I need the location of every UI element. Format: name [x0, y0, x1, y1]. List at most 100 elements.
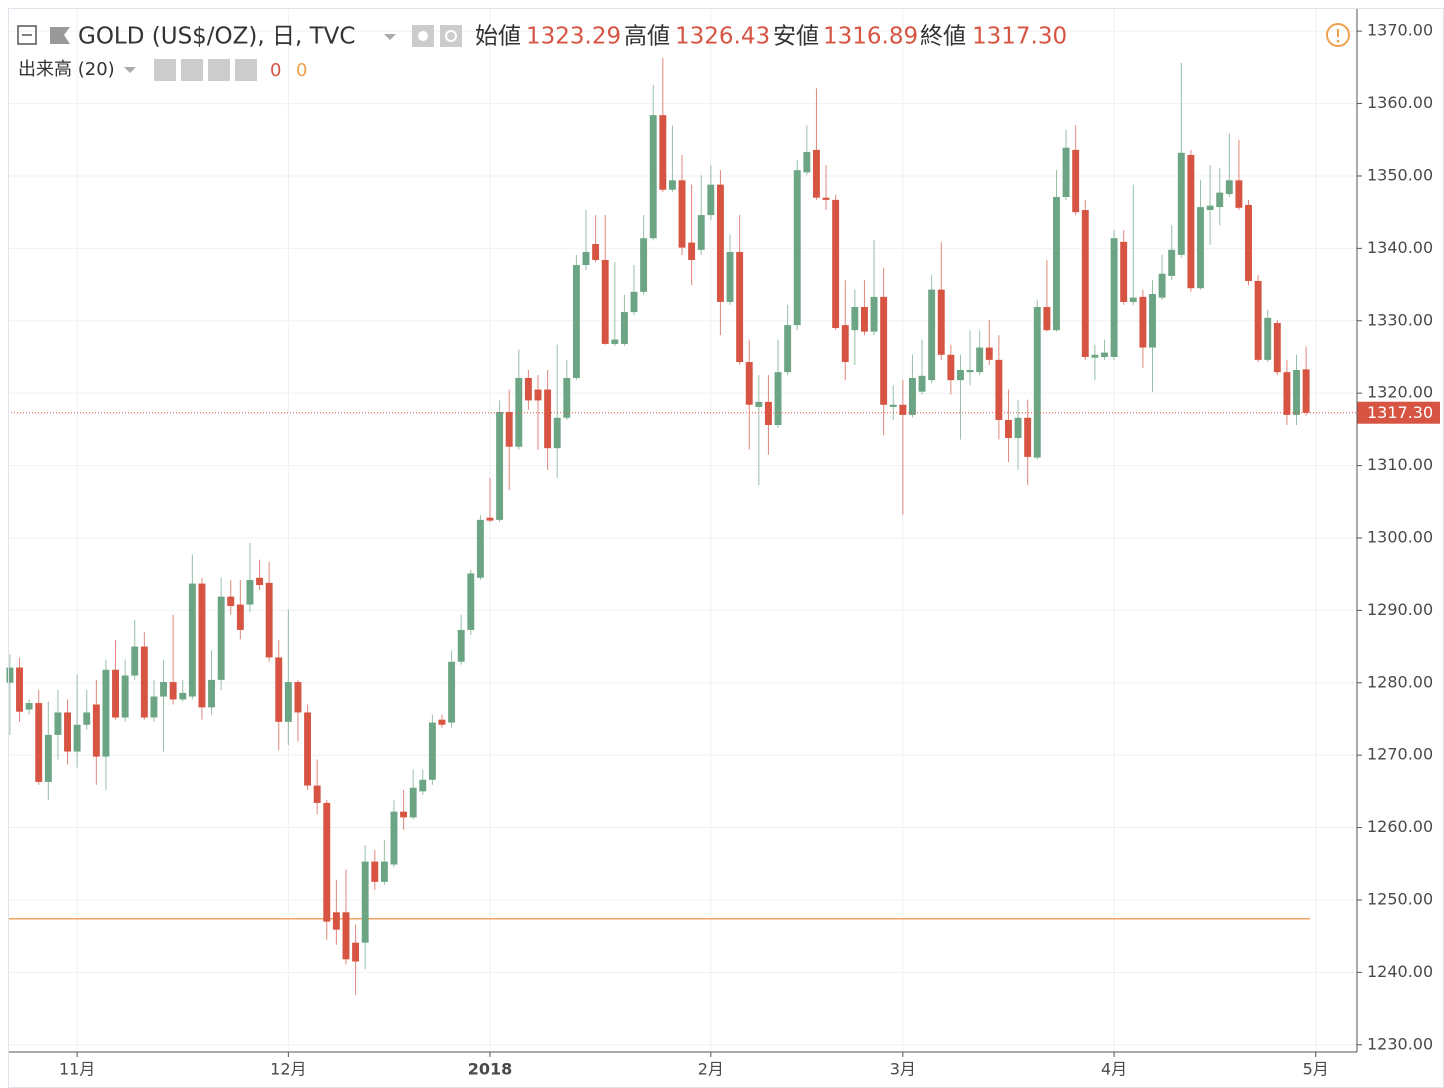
candle-body: [1177, 152, 1185, 255]
candle-body: [179, 692, 187, 700]
candle-body: [160, 682, 167, 697]
warning-icon-dot: [1336, 39, 1340, 43]
candle-body: [572, 265, 580, 378]
candle-body: [352, 942, 360, 962]
y-tick-label: 1290.00: [1367, 600, 1433, 619]
collapse-button[interactable]: [17, 25, 37, 45]
candle-body: [812, 149, 820, 198]
candle-body: [419, 779, 427, 792]
candle-body: [582, 251, 590, 266]
volume-value: 0: [270, 60, 281, 81]
settings-icon[interactable]: [181, 59, 203, 81]
eye-icon-dot: [418, 31, 428, 41]
candle-body: [54, 712, 62, 735]
candle-body: [745, 362, 753, 405]
candle-body: [246, 579, 254, 605]
candle-body: [448, 661, 456, 723]
candle-body: [1062, 147, 1070, 197]
candle-body: [1283, 372, 1291, 415]
candle-body: [438, 719, 446, 725]
x-tick-label: 3月: [890, 1060, 916, 1079]
candle-body: [227, 596, 235, 607]
candle-body: [553, 417, 561, 449]
candle-body: [860, 307, 868, 332]
candle-body: [83, 712, 91, 725]
candle-body: [1264, 317, 1272, 360]
candle-body: [908, 377, 916, 415]
candle-body: [361, 861, 369, 943]
candle-body: [736, 251, 744, 363]
candle-body: [1168, 249, 1176, 276]
settings-icon-ring: [445, 30, 457, 42]
candle-body: [976, 347, 984, 373]
candle-body: [957, 369, 964, 381]
candle-body: [275, 657, 283, 722]
candle-body: [188, 583, 196, 697]
candle-body: [342, 912, 350, 960]
candle-body: [313, 785, 321, 803]
y-tick-label: 1370.00: [1367, 21, 1433, 40]
candle-body: [764, 401, 772, 426]
candle-body: [544, 389, 552, 449]
y-tick-label: 1340.00: [1367, 238, 1433, 257]
candles: [6, 57, 1357, 995]
candle-body: [1043, 307, 1051, 331]
ohlc-value: 1323.29: [526, 24, 621, 50]
candle-body: [92, 704, 100, 757]
grid: [8, 8, 1357, 1052]
candle-body: [592, 244, 600, 260]
last-price-tag: [1357, 401, 1440, 424]
candle-body: [611, 339, 619, 344]
candle-body: [899, 404, 907, 415]
candle-body: [649, 115, 657, 239]
candle-body: [880, 296, 888, 405]
candle-body: [947, 354, 955, 381]
settings-icon[interactable]: [440, 25, 462, 47]
candle-body: [534, 389, 542, 401]
candle-body: [793, 170, 801, 326]
candle-body: [64, 712, 71, 752]
candle-body: [1024, 417, 1032, 457]
y-tick-label: 1230.00: [1367, 1034, 1433, 1053]
candle-body: [35, 703, 43, 782]
dropdown[interactable]: [384, 34, 396, 40]
flag-icon: [50, 27, 70, 44]
remove-icon[interactable]: [235, 59, 257, 81]
dropdown[interactable]: [124, 67, 136, 73]
candle-body: [524, 377, 532, 401]
candle-body: [1120, 241, 1128, 302]
volume-ma-value: 0: [296, 60, 307, 81]
candle-body: [457, 629, 465, 662]
candle-body: [851, 307, 859, 331]
candle-body: [25, 703, 33, 710]
symbol: GOLD (US$/OZ), 日, TVC: [78, 24, 355, 50]
candle-body: [563, 377, 571, 418]
warning-icon[interactable]: [1326, 23, 1350, 47]
candle-body: [1197, 207, 1204, 289]
candle-body: [1033, 307, 1041, 458]
candle-body: [265, 582, 273, 658]
candle-body: [1110, 238, 1118, 357]
legend-header: GOLD (US$/OZ), 日, TVC 始値 1323.29 高値 1326…: [17, 23, 1350, 81]
candle-body: [659, 115, 667, 190]
x-tick-label: 5月: [1303, 1060, 1329, 1079]
candle-body: [966, 369, 974, 373]
candle-body: [380, 861, 388, 882]
candle-body: [1273, 322, 1281, 373]
add-icon[interactable]: [208, 59, 230, 81]
candle-body: [889, 404, 897, 407]
candle-body: [236, 604, 244, 630]
candle-body: [323, 802, 331, 922]
candle-body: [1225, 180, 1233, 195]
candle-body: [1216, 192, 1224, 208]
candle-body: [304, 712, 312, 786]
ohlc-label: 高値: [624, 24, 670, 50]
candle-body: [995, 359, 1003, 420]
eye-icon[interactable]: [154, 59, 176, 81]
candle-body: [409, 787, 417, 818]
y-tick-label: 1270.00: [1367, 745, 1433, 764]
candle-body: [822, 197, 830, 200]
